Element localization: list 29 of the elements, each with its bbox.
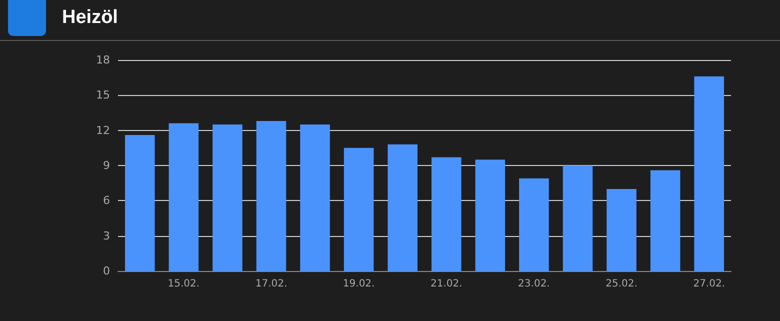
bar: [212, 124, 242, 271]
y-tick-label: 0: [103, 264, 110, 278]
x-tick-label: 27.02.: [693, 278, 726, 290]
y-tick-label: 3: [103, 229, 110, 242]
bar: [388, 144, 418, 271]
bar: [475, 160, 506, 271]
y-tick-label: 18: [96, 54, 110, 66]
x-tick-label: 15.02.: [168, 278, 200, 290]
bar: [344, 148, 374, 271]
bar: [606, 188, 636, 271]
x-tick-label: 17.02.: [255, 278, 288, 290]
bar: [256, 120, 286, 271]
x-tick-label: 23.02.: [518, 278, 550, 290]
x-tick-label: 21.02.: [430, 278, 462, 290]
x-tick-label: 25.02.: [606, 278, 638, 290]
bar: [562, 166, 593, 271]
x-tick-label: 19.02.: [342, 278, 375, 290]
y-tick-label: 6: [103, 194, 110, 208]
y-tick-label: 12: [96, 124, 110, 137]
bar: [300, 124, 330, 271]
bar: [519, 178, 549, 271]
bar: [168, 123, 199, 271]
bar: [694, 76, 724, 271]
y-tick-label: 9: [103, 159, 110, 172]
bar: [125, 135, 155, 271]
y-tick-label: 15: [96, 88, 110, 102]
bar: [650, 170, 680, 271]
bar: [432, 157, 462, 271]
chart-title: Heizöl: [62, 7, 118, 29]
